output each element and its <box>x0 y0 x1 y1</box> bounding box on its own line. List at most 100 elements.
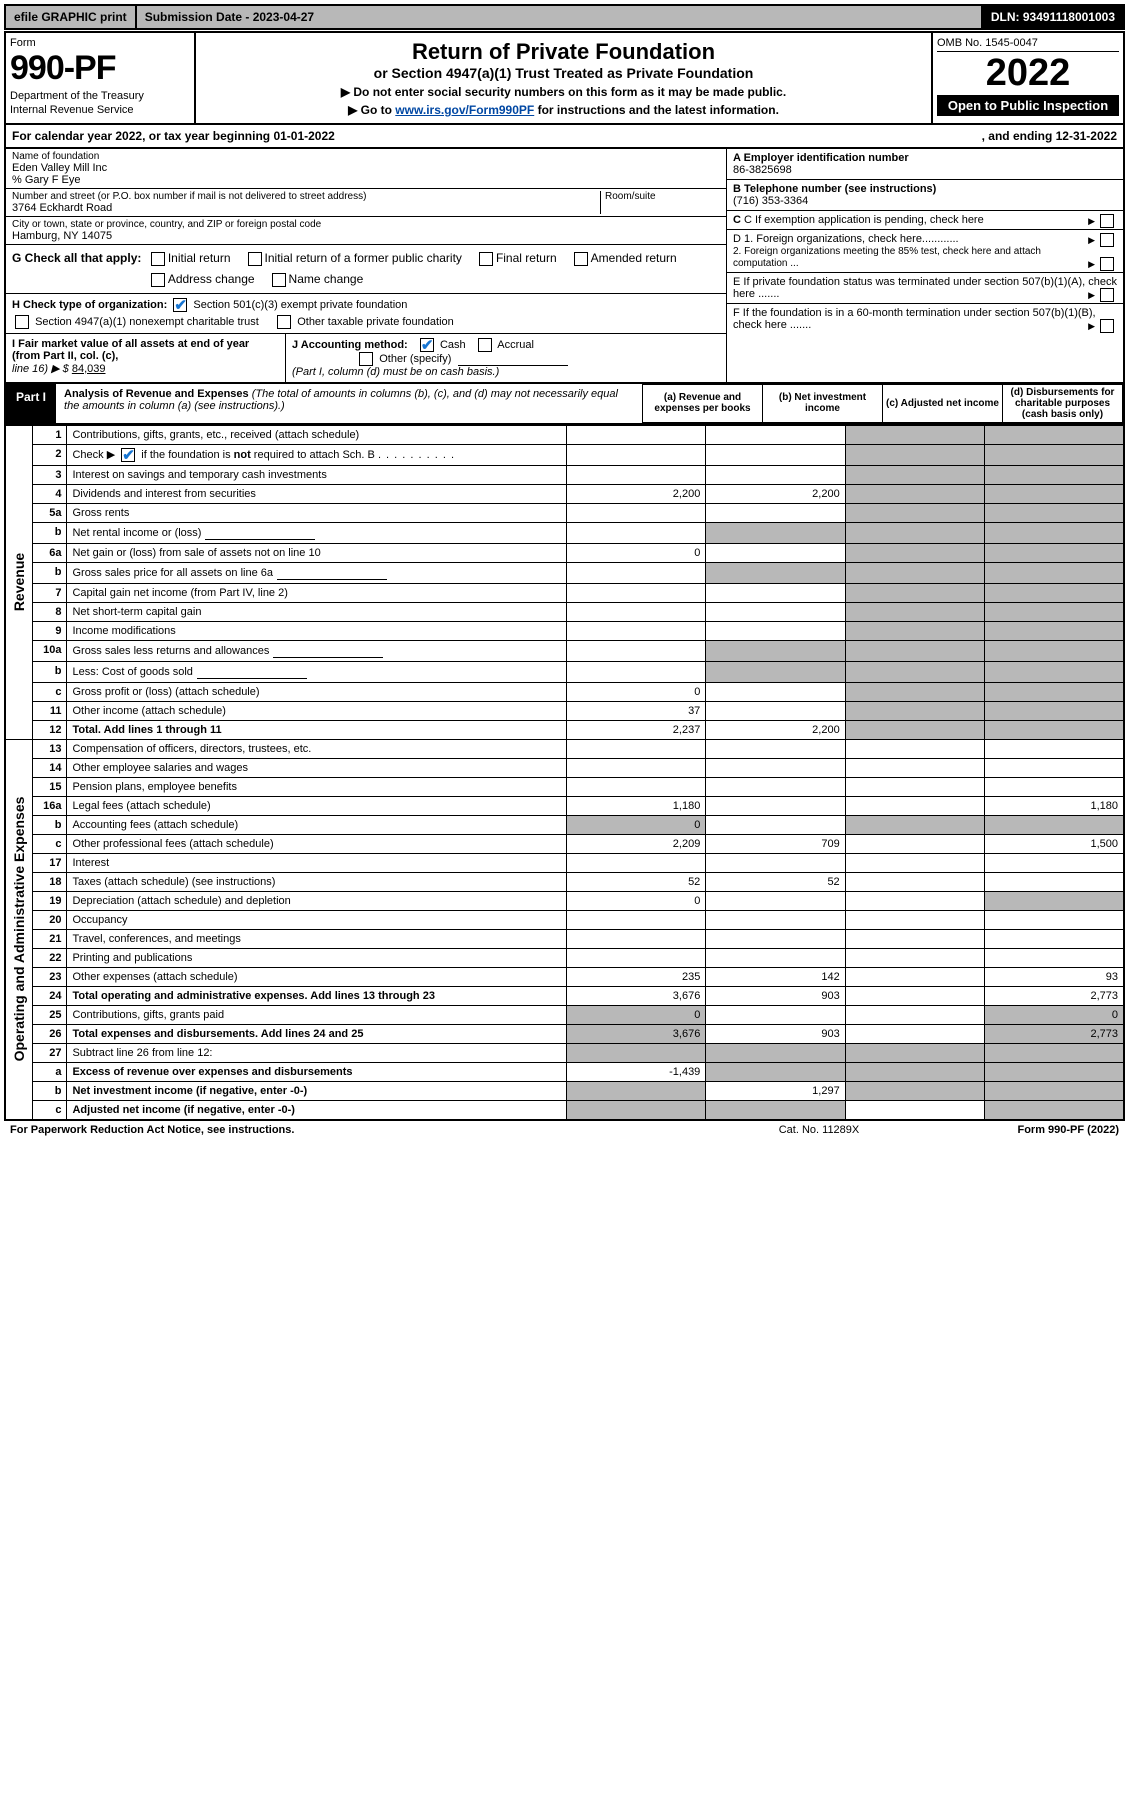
checkbox-final[interactable] <box>479 252 493 266</box>
checkbox-other-taxable[interactable] <box>277 315 291 329</box>
cell-col-c <box>845 1024 984 1043</box>
opex-section-label: Operating and Administrative Expenses <box>5 739 33 1120</box>
tax-year: 2022 <box>937 52 1119 95</box>
topbar: efile GRAPHIC print Submission Date - 20… <box>4 4 1125 30</box>
checkbox-initial-return[interactable] <box>151 252 165 266</box>
cell-col-b <box>706 853 845 872</box>
instruct-post: for instructions and the latest informat… <box>534 103 779 117</box>
table-row: 8Net short-term capital gain <box>5 602 1124 621</box>
cell-col-c <box>845 503 984 522</box>
table-row: 22Printing and publications <box>5 948 1124 967</box>
h-opt1: Section 501(c)(3) exempt private foundat… <box>193 299 407 311</box>
cell-col-b <box>706 701 845 720</box>
d1-label: D 1. Foreign organizations, check here..… <box>733 233 959 245</box>
checkbox-cash[interactable] <box>420 338 434 352</box>
cell-col-c <box>845 1100 984 1120</box>
cell-col-a: 52 <box>566 872 705 891</box>
cell-col-c <box>845 444 984 465</box>
line-description: Contributions, gifts, grants paid <box>67 1005 566 1024</box>
checkbox-address-change[interactable] <box>151 273 165 287</box>
checkbox-initial-former[interactable] <box>248 252 262 266</box>
cell-col-d <box>985 891 1124 910</box>
other-specify-line[interactable] <box>458 352 568 366</box>
line-number: 23 <box>33 967 67 986</box>
table-row: 7Capital gain net income (from Part IV, … <box>5 583 1124 602</box>
irs-link[interactable]: www.irs.gov/Form990PF <box>395 103 534 117</box>
foundation-name-row: Name of foundation Eden Valley Mill Inc … <box>6 149 726 189</box>
line-description: Net gain or (loss) from sale of assets n… <box>67 543 566 562</box>
form-page: efile GRAPHIC print Submission Date - 20… <box>0 0 1129 1143</box>
checkbox-501c3[interactable] <box>173 298 187 312</box>
cell-col-a: 3,676 <box>566 986 705 1005</box>
checkbox-amended[interactable] <box>574 252 588 266</box>
line-description: Other expenses (attach schedule) <box>67 967 566 986</box>
cell-col-d <box>985 929 1124 948</box>
cell-col-b <box>706 465 845 484</box>
table-row: 4Dividends and interest from securities2… <box>5 484 1124 503</box>
cell-col-d <box>985 1081 1124 1100</box>
j-cash: Cash <box>440 339 466 351</box>
line-number: 20 <box>33 910 67 929</box>
addr-label: Number and street (or P.O. box number if… <box>12 191 600 202</box>
cell-col-d <box>985 1043 1124 1062</box>
cell-col-d <box>985 739 1124 758</box>
cell-col-a: 1,180 <box>566 796 705 815</box>
cell-col-d <box>985 910 1124 929</box>
cell-col-c <box>845 465 984 484</box>
cell-col-a: -1,439 <box>566 1062 705 1081</box>
cell-col-b <box>706 503 845 522</box>
checkbox-f[interactable] <box>1100 319 1114 333</box>
cell-col-b: 2,200 <box>706 720 845 739</box>
e-label: E If private foundation status was termi… <box>733 276 1117 300</box>
checkbox-c[interactable] <box>1100 214 1114 228</box>
cell-col-a <box>566 425 705 444</box>
instruct-2: ▶ Go to www.irs.gov/Form990PF for instru… <box>204 103 923 117</box>
checkbox-4947a1[interactable] <box>15 315 29 329</box>
line-description: Capital gain net income (from Part IV, l… <box>67 583 566 602</box>
checkbox-name-change[interactable] <box>272 273 286 287</box>
cell-col-c <box>845 682 984 701</box>
cell-col-a: 0 <box>566 682 705 701</box>
line-number: 2 <box>33 444 67 465</box>
checkbox-e[interactable] <box>1100 288 1114 302</box>
table-row: 10aGross sales less returns and allowanc… <box>5 640 1124 661</box>
phone-value: (716) 353-3364 <box>733 195 808 207</box>
cell-col-b <box>706 444 845 465</box>
line-description: Printing and publications <box>67 948 566 967</box>
address-row: Number and street (or P.O. box number if… <box>6 189 726 217</box>
line-description: Legal fees (attach schedule) <box>67 796 566 815</box>
table-row: 20Occupancy <box>5 910 1124 929</box>
cell-col-c <box>845 834 984 853</box>
cell-col-d: 2,773 <box>985 1024 1124 1043</box>
instruct-1: ▶ Do not enter social security numbers o… <box>204 85 923 99</box>
i-block: I Fair market value of all assets at end… <box>6 334 286 382</box>
ij-row: I Fair market value of all assets at end… <box>6 334 726 382</box>
checkbox-other-method[interactable] <box>359 352 373 366</box>
d2-label: 2. Foreign organizations meeting the 85%… <box>733 246 1041 269</box>
line-description: Other professional fees (attach schedule… <box>67 834 566 853</box>
cell-col-d <box>985 602 1124 621</box>
efile-label[interactable]: efile GRAPHIC print <box>6 6 137 28</box>
checkbox-accrual[interactable] <box>478 338 492 352</box>
checkbox-d1[interactable] <box>1100 233 1114 247</box>
line-description: Other income (attach schedule) <box>67 701 566 720</box>
line-description: Net short-term capital gain <box>67 602 566 621</box>
footer-mid: Cat. No. 11289X <box>719 1124 919 1136</box>
line-number: 22 <box>33 948 67 967</box>
form-header: Form 990-PF Department of the Treasury I… <box>4 31 1125 125</box>
table-row: 25Contributions, gifts, grants paid00 <box>5 1005 1124 1024</box>
table-row: 17Interest <box>5 853 1124 872</box>
line-description: Taxes (attach schedule) (see instruction… <box>67 872 566 891</box>
info-table: Name of foundation Eden Valley Mill Inc … <box>4 149 1125 384</box>
cell-col-a: 0 <box>566 543 705 562</box>
checkbox-d2[interactable] <box>1100 257 1114 271</box>
cell-col-a: 2,237 <box>566 720 705 739</box>
table-row: bNet rental income or (loss) <box>5 522 1124 543</box>
cell-col-b <box>706 758 845 777</box>
checkbox-sch-b[interactable] <box>121 448 135 462</box>
cell-col-a: 0 <box>566 891 705 910</box>
cell-col-d <box>985 872 1124 891</box>
line-description: Interest <box>67 853 566 872</box>
line-description: Income modifications <box>67 621 566 640</box>
line-number: 5a <box>33 503 67 522</box>
